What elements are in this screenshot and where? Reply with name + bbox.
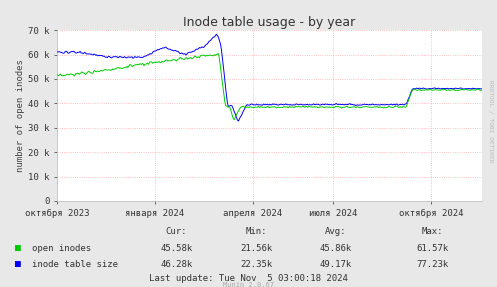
Y-axis label: number of open inodes: number of open inodes xyxy=(16,59,25,172)
Text: 22.35k: 22.35k xyxy=(240,259,272,269)
Text: open inodes: open inodes xyxy=(32,244,91,253)
Text: Last update: Tue Nov  5 03:00:18 2024: Last update: Tue Nov 5 03:00:18 2024 xyxy=(149,274,348,283)
Text: RRDTOOL / TOBI OETIKER: RRDTOOL / TOBI OETIKER xyxy=(489,80,494,163)
Text: Avg:: Avg: xyxy=(325,226,346,236)
Text: 45.58k: 45.58k xyxy=(161,244,192,253)
Title: Inode table usage - by year: Inode table usage - by year xyxy=(183,16,356,29)
Text: Cur:: Cur: xyxy=(166,226,187,236)
Text: 49.17k: 49.17k xyxy=(320,259,351,269)
Text: 61.57k: 61.57k xyxy=(416,244,448,253)
Text: inode table size: inode table size xyxy=(32,259,118,269)
Text: ■: ■ xyxy=(15,259,21,269)
Text: Max:: Max: xyxy=(421,226,443,236)
Text: Munin 2.0.67: Munin 2.0.67 xyxy=(223,282,274,287)
Text: 21.56k: 21.56k xyxy=(240,244,272,253)
Text: 77.23k: 77.23k xyxy=(416,259,448,269)
Text: 45.86k: 45.86k xyxy=(320,244,351,253)
Text: 46.28k: 46.28k xyxy=(161,259,192,269)
Text: ■: ■ xyxy=(15,243,21,253)
Text: Min:: Min: xyxy=(245,226,267,236)
